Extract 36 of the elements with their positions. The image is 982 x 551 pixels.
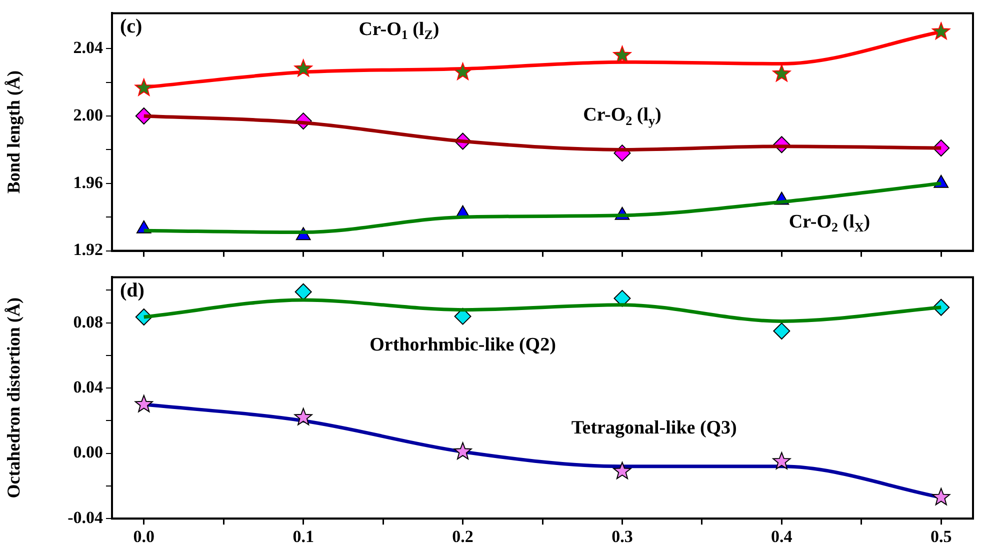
annotation: (c) [120, 15, 142, 38]
point [932, 22, 950, 40]
x-tick-label: 0.4 [771, 527, 793, 546]
y-tick-label: 1.96 [73, 172, 103, 192]
point [134, 78, 153, 96]
point [932, 488, 950, 506]
point [294, 408, 312, 426]
point [613, 46, 632, 64]
point [772, 64, 791, 82]
y-tick-label: 0.00 [73, 442, 103, 462]
point [294, 283, 312, 300]
y-axis-title: Octahedron distortion (Å) [3, 298, 24, 498]
point [773, 322, 790, 340]
y-tick-label: 0.04 [73, 378, 104, 397]
y-tick-label: 1.92 [73, 240, 103, 260]
y-tick-label: 2.00 [73, 105, 103, 124]
y-tick-label: 0.08 [73, 312, 103, 332]
x-tick-label: 0.5 [930, 527, 952, 546]
x-tick-label: 0.2 [452, 527, 474, 546]
y-tick-label: -0.04 [68, 508, 104, 527]
point [614, 290, 631, 307]
point [772, 452, 791, 470]
point [454, 308, 472, 325]
point [454, 62, 472, 80]
point [294, 59, 312, 77]
y-tick-label: 2.04 [73, 38, 104, 57]
series-label: Orthorhmbic-like (Q2) [370, 334, 556, 356]
point [613, 462, 632, 480]
y-axis-title: Bond length (Å) [3, 70, 24, 194]
point [134, 394, 153, 412]
x-tick-label: 0.0 [133, 527, 155, 546]
x-tick-label: 0.1 [292, 527, 314, 546]
series-label: Tetragonal-like (Q3) [571, 417, 737, 438]
annotation: (d) [120, 279, 144, 302]
point [454, 442, 472, 460]
x-tick-label: 0.3 [612, 527, 633, 546]
